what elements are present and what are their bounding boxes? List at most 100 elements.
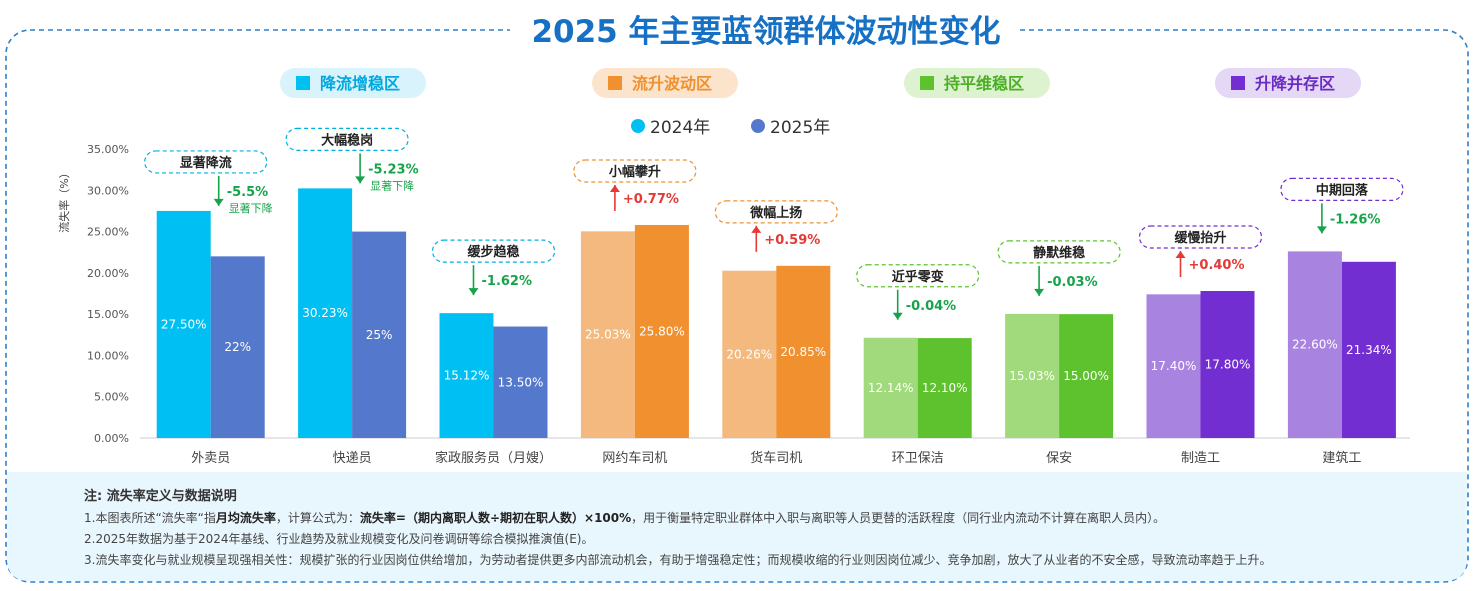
y-tick-label: 35.00%	[87, 143, 129, 156]
x-tick-label: 环卫保洁	[892, 451, 944, 466]
bar-2025	[1200, 291, 1255, 438]
notes-panel	[7, 472, 1467, 581]
annotation-tag-box	[144, 150, 268, 174]
change-arrow-head	[751, 225, 762, 233]
annotation-tag-box	[714, 200, 838, 224]
data-label-2024: 20.26%	[726, 347, 772, 361]
change-note: 显著下降	[370, 178, 414, 192]
zone-marker	[1231, 76, 1245, 90]
notes-line-1-c: ，计算公式为：	[276, 510, 360, 525]
bar-2025	[634, 224, 689, 438]
data-label-2024: 15.12%	[444, 369, 490, 383]
zone-label: 持平维稳区	[944, 74, 1024, 93]
change-value: -1.62%	[482, 274, 533, 289]
annotation-tag-box	[1138, 225, 1263, 249]
y-tick-label: 5.00%	[94, 391, 129, 404]
data-label-2025: 20.85%	[780, 345, 826, 359]
bar-2024	[722, 270, 777, 438]
data-label-2025: 22%	[224, 340, 251, 354]
change-value: -0.03%	[1047, 275, 1098, 290]
y-axis-title: 流失率（%）	[57, 167, 71, 232]
zone-pill	[280, 68, 426, 98]
bar-2025	[1341, 261, 1396, 438]
x-tick-label: 快递员	[333, 451, 372, 466]
bar-2024	[156, 210, 211, 438]
change-arrow-head	[468, 288, 479, 296]
x-tick-label: 保安	[1046, 451, 1072, 466]
data-label-2024: 15.03%	[1009, 369, 1055, 383]
annotation-tag-label: 缓步趋稳	[467, 244, 519, 260]
notes-heading: 注: 流失率定义与数据说明	[84, 488, 237, 504]
bar-2025	[776, 265, 831, 438]
annotation-tag-box	[573, 159, 697, 183]
bar-2024	[439, 313, 494, 438]
annotation-tag-box	[285, 127, 409, 151]
x-tick-label: 外卖员	[191, 451, 230, 466]
annotation-tag-label: 显著降流	[180, 155, 232, 171]
zone-pill	[592, 68, 738, 98]
change-value: -5.23%	[368, 162, 419, 177]
x-tick-label: 网约车司机	[602, 450, 667, 466]
x-tick-label: 家政服务员（月嫂）	[435, 450, 552, 466]
change-value: -0.04%	[906, 299, 957, 314]
data-label-2024: 25.03%	[585, 328, 631, 342]
title-backdrop	[510, 8, 1020, 52]
notes-line-1-b: 月均流失率	[215, 510, 276, 525]
annotation-tag-label: 静默维稳	[1033, 245, 1085, 261]
annotation-tag-box	[997, 240, 1121, 264]
bar-2025	[352, 231, 407, 438]
change-arrow-head	[1175, 251, 1186, 259]
data-label-2025: 12.10%	[922, 381, 968, 395]
zone-label: 升降并存区	[1255, 74, 1335, 93]
legend-marker-2024	[631, 119, 645, 133]
notes-line-2: 2.2025年数据为基于2024年基线、行业趋势及就业规模变化及问卷调研等综合模…	[84, 531, 593, 546]
y-axis: 0.00% 5.00% 10.00% 15.00% 20.00% 25.00% 30.00%…	[87, 143, 129, 445]
data-label-2025: 25.80%	[639, 324, 685, 338]
bar-2025	[493, 326, 548, 438]
notes-line-1-e: ，用于衡量特定职业群体中入职与离职等人员更替的活跃程度（同行业内流动不计算在离职…	[631, 510, 1165, 525]
change-arrow-head	[609, 184, 620, 192]
bar-2024	[580, 231, 635, 438]
legend-label-2024: 2024年	[650, 118, 710, 138]
bar-2024	[1287, 251, 1342, 438]
zone-marker	[920, 76, 934, 90]
change-value: +0.40%	[1189, 258, 1245, 273]
change-arrow-head	[892, 312, 903, 320]
annotation-tag-label: 大幅稳岗	[321, 132, 373, 148]
legend-marker-2025	[751, 119, 765, 133]
bars-group: 27.50% 22% 30.23% 25% 15.12% 13.50% 25.03% 25.8…	[156, 188, 1396, 438]
change-value: +0.59%	[764, 233, 820, 248]
y-tick-label: 20.00%	[87, 267, 129, 280]
zone-label: 流升波动区	[632, 74, 712, 93]
change-value: +0.77%	[623, 192, 679, 207]
y-tick-label: 0.00%	[94, 432, 129, 445]
annotation-tag-label: 中期回落	[1316, 182, 1369, 198]
zone-label: 降流增稳区	[320, 74, 400, 93]
x-tick-label: 货车司机	[750, 450, 802, 466]
notes-line-1-a: 1.本图表所述“流失率“指	[84, 510, 216, 525]
bar-2024	[1005, 313, 1060, 438]
bar-2025	[210, 256, 265, 438]
notes-line-1: 1.本图表所述“流失率“指月均流失率，计算公式为：流失率=（期内离职人数÷期初在…	[84, 510, 1165, 525]
x-axis-labels: 外卖员 快递员 家政服务员（月嫂） 网约车司机 货车司机 环卫保洁 保安 制造工 建筑工	[191, 450, 1361, 466]
zone-marker	[608, 76, 622, 90]
y-tick-label: 10.00%	[87, 349, 129, 362]
data-label-2024: 17.40%	[1151, 359, 1197, 373]
change-arrow-head	[1034, 288, 1045, 296]
data-label-2025: 17.80%	[1205, 358, 1251, 372]
annotation-tag-label: 缓慢抬升	[1174, 230, 1226, 246]
data-label-2025: 15.00%	[1063, 369, 1109, 383]
y-tick-label: 25.00%	[87, 226, 129, 239]
bar-2024	[863, 337, 918, 438]
data-label-2025: 25%	[366, 328, 393, 342]
legend-label-2025: 2025年	[770, 118, 830, 138]
bar-2025	[1059, 314, 1114, 438]
data-label-2024: 30.23%	[302, 306, 348, 320]
zone-pill	[1215, 68, 1361, 98]
annotation-tag-label: 小幅攀升	[609, 164, 661, 180]
annotation-tag-label: 近乎零变	[892, 269, 944, 285]
annotation-tag-box	[856, 264, 980, 288]
series-legend: 2024年 2025年	[631, 118, 830, 138]
annotation-tag-box	[431, 239, 556, 263]
